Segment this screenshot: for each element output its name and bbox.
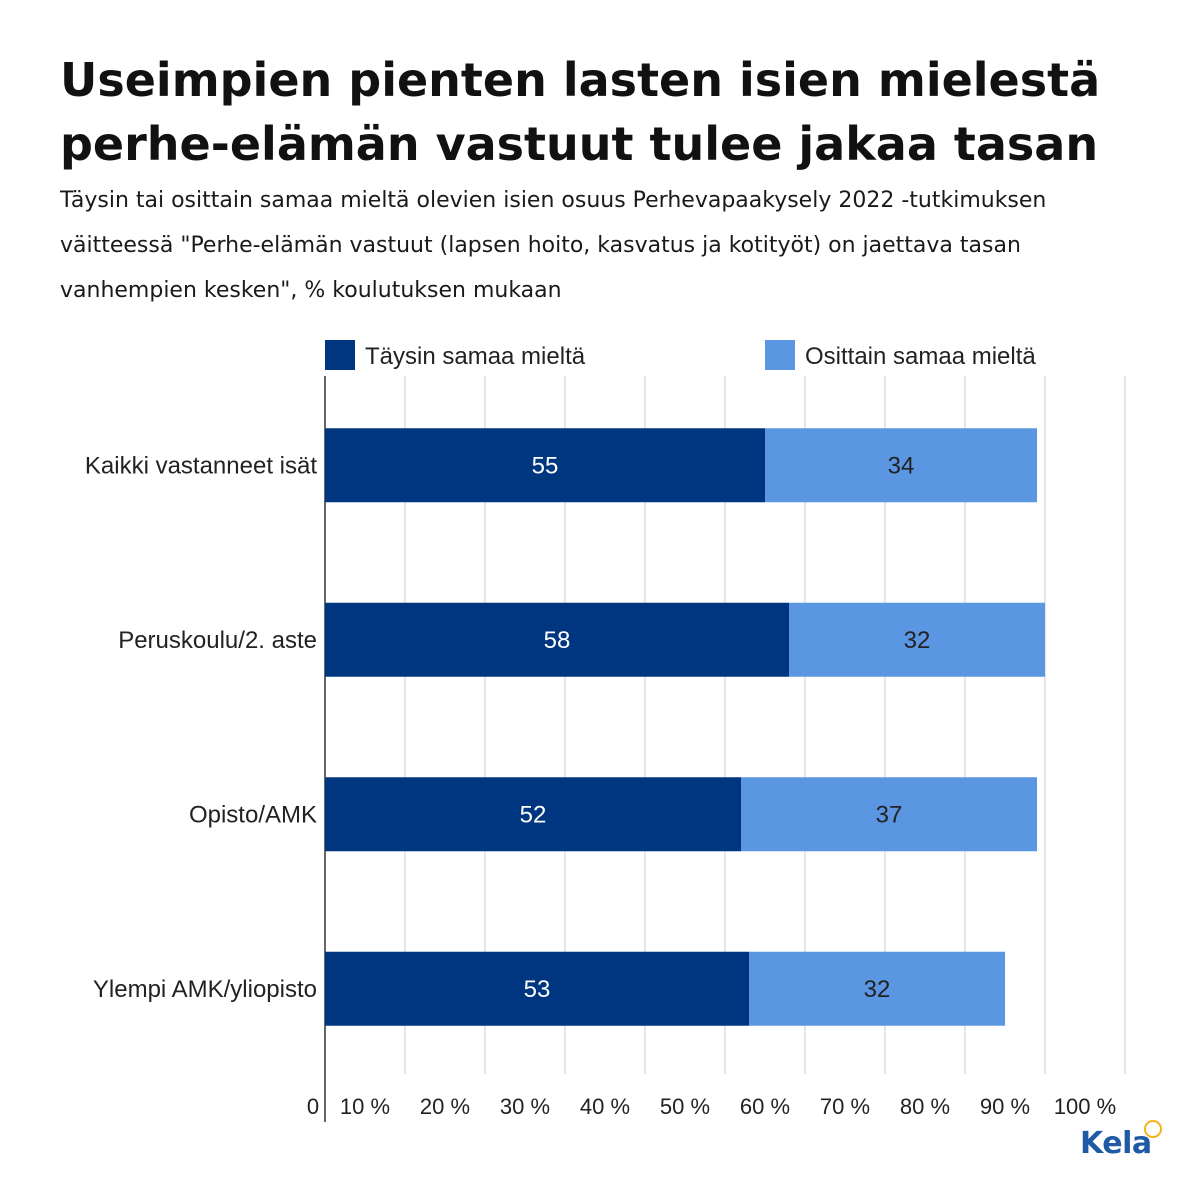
data-label: 32	[864, 976, 891, 1003]
legend-swatch-1	[765, 340, 795, 370]
x-tick-label-90: 90 %	[980, 1094, 1030, 1119]
logo-text: Kela	[1080, 1126, 1152, 1161]
category-label: Ylempi AMK/yliopisto	[93, 976, 317, 1003]
chart-title: Useimpien pienten lasten isien mielestä …	[60, 53, 1101, 171]
x-tick-label-40: 40 %	[580, 1094, 630, 1119]
legend-swatch-0	[325, 340, 355, 370]
data-label: 37	[876, 801, 903, 828]
bar-taysin	[325, 951, 749, 1026]
bar-osittain	[741, 777, 1037, 852]
data-label: 52	[520, 801, 547, 828]
bar-osittain	[765, 428, 1037, 503]
x-tick-label-30: 30 %	[500, 1094, 550, 1119]
legend-label-1: Osittain samaa mieltä	[805, 343, 1036, 370]
x-tick-label-50: 50 %	[660, 1094, 710, 1119]
category-label: Peruskoulu/2. aste	[118, 627, 317, 654]
data-label: 53	[524, 976, 551, 1003]
bar-taysin	[325, 602, 789, 677]
data-label: 55	[532, 452, 559, 479]
x-tick-label-10: 10 %	[340, 1094, 390, 1119]
bar-taysin	[325, 777, 741, 852]
category-label: Opisto/AMK	[189, 801, 317, 828]
data-label: 32	[904, 627, 931, 654]
chart-subtitle: Täysin tai osittain samaa mieltä olevien…	[60, 188, 1047, 303]
legend-label-0: Täysin samaa mieltä	[365, 343, 586, 370]
data-label: 34	[888, 452, 915, 479]
x-tick-label-100: 100 %	[1054, 1094, 1116, 1119]
category-label: Kaikki vastanneet isät	[85, 452, 317, 479]
kela-logo: Kela	[1080, 1120, 1170, 1170]
x-tick-label-60: 60 %	[740, 1094, 790, 1119]
logo-badge-icon	[1144, 1120, 1162, 1138]
bar-osittain	[749, 951, 1005, 1026]
x-tick-label-20: 20 %	[420, 1094, 470, 1119]
x-tick-label-70: 70 %	[820, 1094, 870, 1119]
bar-taysin	[325, 428, 765, 503]
data-label: 58	[544, 627, 571, 654]
x-tick-label-80: 80 %	[900, 1094, 950, 1119]
bar-osittain	[789, 602, 1045, 677]
x-tick-label-0: 0	[307, 1094, 319, 1119]
